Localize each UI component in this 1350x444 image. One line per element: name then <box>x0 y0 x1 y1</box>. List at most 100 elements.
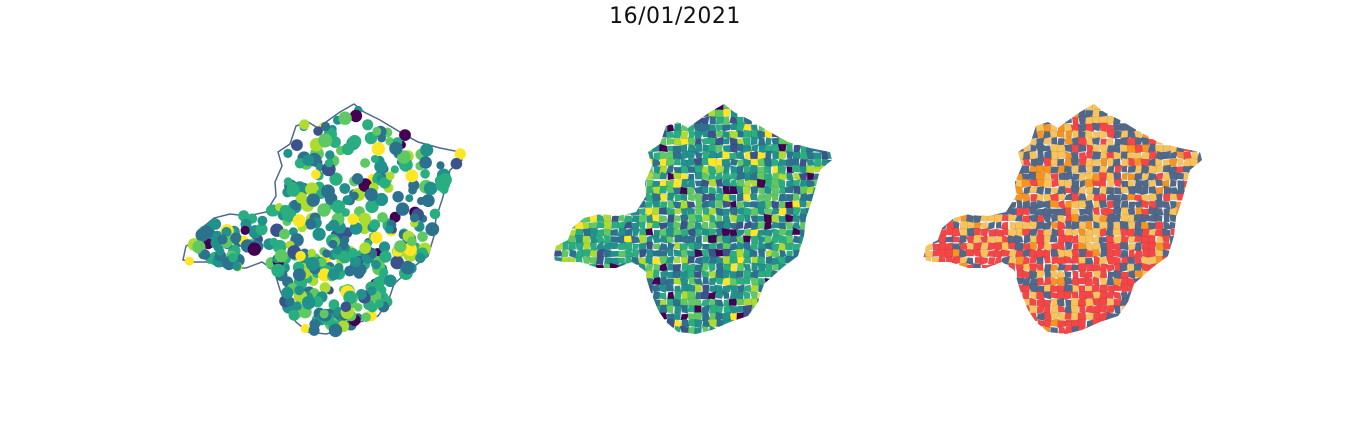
municipality-polygon <box>786 151 794 160</box>
municipality-polygon <box>826 159 832 167</box>
municipality-polygon <box>925 255 932 264</box>
municipality-polygon <box>701 270 710 279</box>
municipality-polygon <box>708 150 718 160</box>
municipality-polygon <box>1134 136 1144 146</box>
municipality-polygon <box>1092 187 1101 196</box>
municipality-polygon <box>1070 144 1080 153</box>
municipality-polygon <box>1049 130 1058 140</box>
municipality-polygon <box>729 256 739 264</box>
municipality-polygon <box>1093 270 1102 279</box>
municipality-polygon <box>1092 305 1101 314</box>
municipality-polygon <box>1093 131 1101 139</box>
municipality-polygon <box>568 241 577 252</box>
municipality-polygon <box>1170 193 1178 201</box>
municipality-polygon <box>700 262 709 272</box>
municipality-polygon <box>987 249 996 258</box>
municipality-polygon <box>742 235 752 243</box>
municipality-polygon <box>1091 283 1100 293</box>
municipality-point <box>299 119 310 130</box>
municipality-polygon <box>1042 291 1052 300</box>
municipality-polygon <box>1056 207 1067 217</box>
municipality-polygon <box>623 263 634 271</box>
municipality-polygon <box>1022 270 1030 279</box>
municipality-point <box>429 208 441 220</box>
municipality-polygon <box>1057 270 1065 279</box>
municipality-point <box>327 268 340 281</box>
map-panel-categorical <box>923 104 1202 334</box>
municipality-polygon <box>602 228 613 237</box>
municipality-polygon <box>1078 214 1087 222</box>
municipality-polygon <box>1063 115 1073 124</box>
municipality-polygon <box>1092 206 1100 216</box>
municipality-polygon <box>1128 157 1136 167</box>
municipality-polygon <box>1100 158 1108 167</box>
municipality-polygon <box>1112 291 1122 301</box>
municipality-polygon <box>680 313 690 321</box>
municipality-polygon <box>735 229 746 238</box>
municipality-polygon <box>658 124 668 132</box>
municipality-polygon <box>645 227 654 236</box>
municipality-polygon <box>673 166 682 174</box>
municipality-polygon <box>1049 187 1059 194</box>
municipality-polygon <box>1092 151 1102 160</box>
municipality-point <box>283 148 293 158</box>
municipality-polygon <box>1084 129 1093 139</box>
municipality-polygon <box>771 171 781 181</box>
municipality-polygon <box>1086 186 1095 195</box>
municipality-polygon <box>1035 193 1044 202</box>
municipality-point <box>361 312 371 323</box>
municipality-polygon <box>1077 319 1086 328</box>
municipality-polygon <box>693 327 702 334</box>
municipality-polygon <box>722 208 731 217</box>
municipality-polygon <box>702 276 710 285</box>
municipality-polygon <box>1134 241 1143 252</box>
municipality-polygon <box>688 297 696 307</box>
municipality-polygon <box>574 222 585 231</box>
municipality-polygon <box>749 291 758 299</box>
municipality-polygon <box>617 241 626 251</box>
municipality-polygon <box>1162 256 1171 266</box>
municipality-polygon <box>1084 214 1095 222</box>
municipality-polygon <box>1008 173 1016 181</box>
municipality-polygon <box>708 325 718 334</box>
municipality-polygon <box>1156 262 1165 273</box>
municipality-polygon <box>1051 255 1059 265</box>
municipality-polygon <box>770 186 780 196</box>
municipality-polygon <box>681 192 688 202</box>
municipality-polygon <box>715 199 724 209</box>
municipality-polygon <box>715 305 724 315</box>
municipality-polygon <box>667 214 675 223</box>
municipality-polygon <box>687 193 697 202</box>
municipality-polygon <box>944 213 954 223</box>
municipality-polygon <box>714 136 724 146</box>
municipality-polygon <box>707 157 717 168</box>
municipality-polygon <box>763 208 773 215</box>
municipality-point <box>232 262 242 271</box>
municipality-polygon <box>1121 157 1129 168</box>
municipality-polygon <box>687 256 696 265</box>
municipality-polygon <box>646 185 654 195</box>
municipality-polygon <box>737 130 746 138</box>
municipality-polygon <box>937 221 947 230</box>
municipality-polygon <box>757 270 767 278</box>
municipality-polygon <box>630 200 641 209</box>
municipality-polygon <box>1162 242 1171 251</box>
municipality-polygon <box>729 213 738 224</box>
municipality-polygon <box>1154 249 1164 259</box>
municipality-polygon <box>805 200 816 210</box>
municipality-polygon <box>659 284 668 293</box>
municipality-polygon <box>667 199 675 209</box>
municipality-polygon <box>819 164 830 175</box>
municipality-polygon <box>701 109 710 118</box>
municipality-polygon <box>771 130 780 138</box>
municipality-polygon <box>589 206 597 216</box>
municipality-polygon <box>708 200 716 209</box>
municipality-polygon <box>1112 248 1122 258</box>
municipality-point <box>286 183 300 197</box>
municipality-polygon <box>924 242 933 252</box>
municipality-point <box>358 212 372 226</box>
municipality-polygon <box>1036 229 1046 237</box>
municipality-polygon <box>1036 248 1046 258</box>
municipality-polygon <box>630 256 640 266</box>
municipality-polygon <box>1079 269 1087 278</box>
